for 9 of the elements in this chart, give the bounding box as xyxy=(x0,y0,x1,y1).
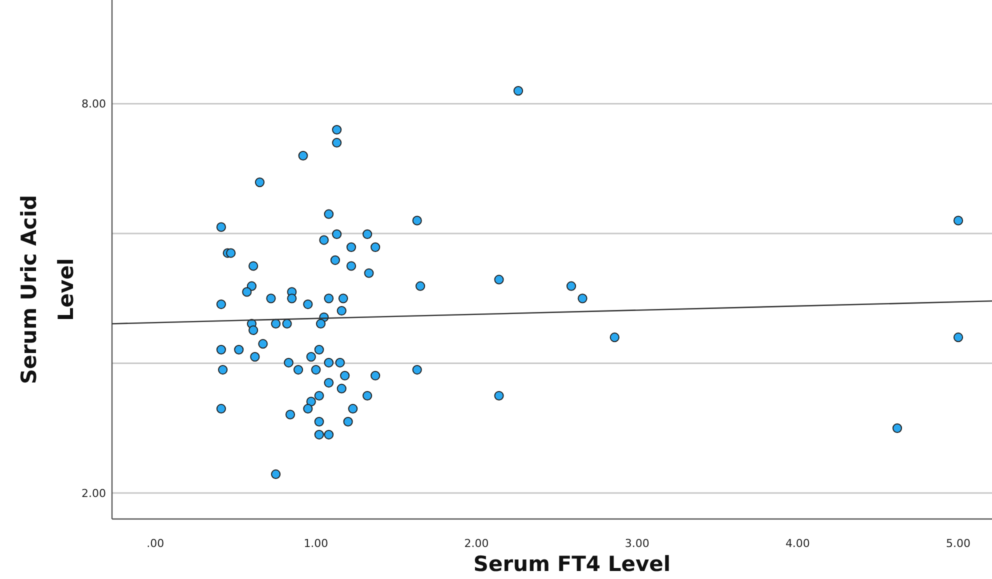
x-tick-label: 1.00 xyxy=(304,537,328,550)
x-axis-title: Serum FT4 Level xyxy=(473,552,671,576)
x-tick-label: .00 xyxy=(146,537,164,550)
x-tick-label: 5.00 xyxy=(946,537,971,550)
y-tick-label: 8.00 xyxy=(82,98,106,111)
x-tick-label: 2.00 xyxy=(464,537,489,550)
x-tick-label: 3.00 xyxy=(624,537,650,550)
x-tick-label: 4.00 xyxy=(785,537,810,550)
y-axis-title: Serum Uric Acid Level xyxy=(17,194,78,384)
